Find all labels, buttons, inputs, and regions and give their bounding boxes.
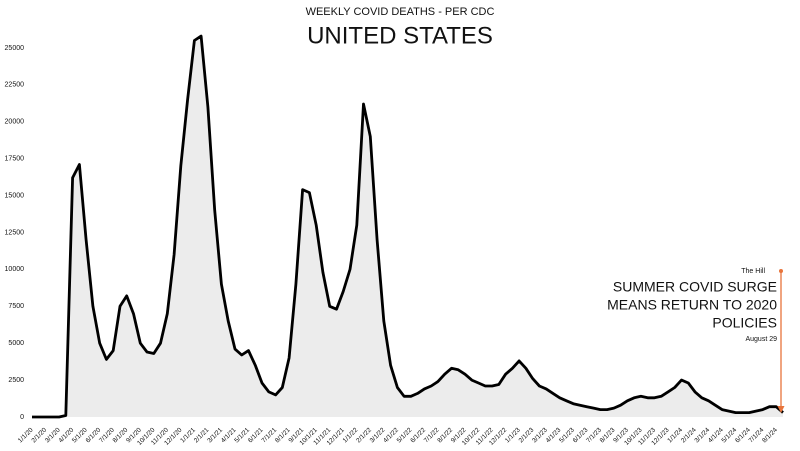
chart-subtitle: UNITED STATES (307, 22, 493, 49)
annotation-line: MEANS RETURN TO 2020 (607, 297, 777, 313)
annotation-source: The Hill (741, 268, 765, 275)
y-tick-label: 0 (20, 414, 24, 421)
y-tick-label: 12500 (5, 229, 25, 236)
chart-title: WEEKLY COVID DEATHS - PER CDC (306, 6, 495, 18)
line (32, 34, 784, 419)
y-tick-label: 7500 (8, 303, 24, 310)
y-tick-label: 15000 (5, 192, 25, 199)
annotation-arrowhead (777, 406, 785, 413)
y-tick-label: 22500 (5, 82, 25, 89)
y-tick-label: 10000 (5, 266, 25, 273)
y-tick-label: 17500 (5, 155, 25, 162)
annotation-dot (779, 269, 783, 273)
y-tick-label: 25000 (5, 45, 25, 52)
y-tick-label: 20000 (5, 119, 25, 126)
annotation-date: August 29 (745, 336, 777, 343)
y-tick-label: 2500 (8, 377, 24, 384)
annotation-line: SUMMER COVID SURGE (613, 279, 777, 295)
y-tick-label: 5000 (8, 340, 24, 347)
annotation-line: POLICIES (712, 315, 777, 331)
area (32, 36, 783, 417)
